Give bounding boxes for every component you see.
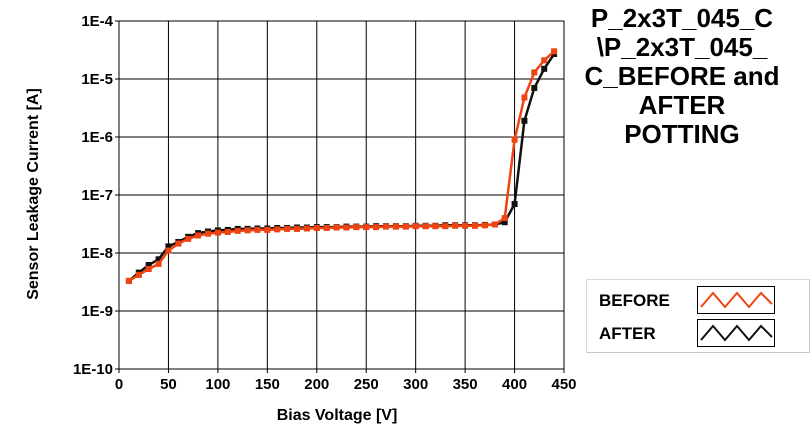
data-point-before	[274, 226, 281, 233]
data-point-after	[521, 117, 528, 124]
data-point-before	[402, 223, 409, 230]
legend-line-after	[700, 324, 773, 342]
data-point-before	[353, 224, 360, 231]
x-tick-label: 100	[205, 376, 230, 393]
data-point-before	[214, 229, 221, 236]
chart-title-line: AFTER	[638, 90, 726, 120]
data-point-before	[264, 226, 271, 233]
data-point-after	[541, 65, 548, 72]
x-tick-label: 200	[304, 376, 329, 393]
data-point-after	[511, 201, 518, 207]
data-point-before	[135, 271, 142, 278]
data-point-before	[145, 266, 152, 272]
legend-item-before[interactable]: BEFORE	[587, 286, 809, 316]
data-point-before	[422, 223, 429, 230]
data-point-after	[165, 243, 172, 250]
chart-title-line: P_2x3T_045_C	[590, 3, 774, 33]
y-tick-label: 1E-8	[81, 245, 113, 262]
data-point-before	[442, 223, 449, 230]
data-point-before	[343, 224, 350, 231]
data-point-before	[481, 222, 488, 229]
data-point-before	[205, 230, 211, 237]
y-tick-label: 1E-6	[81, 129, 113, 146]
data-point-before	[472, 222, 478, 229]
data-point-before	[452, 222, 459, 229]
legend-label-after: AFTER	[599, 324, 656, 343]
x-tick-label: 250	[354, 376, 379, 393]
data-point-before	[531, 69, 538, 76]
data-point-before	[373, 224, 380, 231]
grid-lines	[119, 21, 564, 369]
x-tick-label: 300	[403, 376, 428, 393]
legend-label-before: BEFORE	[599, 291, 670, 310]
data-point-before	[185, 235, 192, 242]
data-point-before	[541, 57, 548, 64]
y-tick-label: 1E-4	[81, 13, 113, 30]
x-tick-label: 150	[255, 376, 280, 393]
x-tick-label: 450	[551, 376, 576, 393]
x-tick-label: 0	[115, 376, 123, 393]
chart-title: P_2x3T_045_C \P_2x3T_045_ C_BEFORE and A…	[556, 4, 808, 149]
data-point-before	[392, 223, 399, 230]
data-point-before	[432, 223, 439, 230]
data-point-before	[234, 227, 241, 234]
data-point-before	[294, 225, 300, 232]
y-axis-ticks: 1E-10 1E-9 1E-8 1E-7 1E-6 1E-5 1E-4	[73, 13, 119, 378]
data-point-before	[511, 136, 518, 143]
data-point-before	[412, 223, 419, 230]
data-point-before	[244, 227, 251, 234]
data-point-after	[501, 219, 508, 226]
legend-swatch-before[interactable]	[697, 286, 775, 314]
y-axis-title: Sensor Leakage Current [A]	[25, 88, 42, 300]
data-point-before	[303, 225, 310, 232]
data-point-before	[491, 221, 498, 228]
data-point-before	[254, 226, 261, 233]
data-point-before	[383, 223, 389, 230]
legend: BEFORE AFTER	[586, 279, 810, 353]
legend-swatch-after[interactable]	[697, 319, 775, 347]
chart-title-line: POTTING	[624, 119, 740, 149]
data-point-before	[175, 240, 182, 247]
data-point-before	[313, 225, 320, 231]
data-point-before	[363, 224, 370, 231]
y-tick-label: 1E-10	[73, 361, 113, 378]
data-point-before	[284, 225, 291, 232]
data-point-before	[323, 225, 330, 231]
x-tick-label: 50	[160, 376, 177, 393]
data-point-after	[155, 256, 162, 263]
chart-title-line: C_BEFORE and	[584, 61, 780, 91]
x-axis-ticks: 0 50 100 150 200 250 300 350 400 450	[115, 369, 577, 393]
data-point-before	[155, 260, 162, 267]
y-tick-label: 1E-5	[81, 71, 113, 88]
y-tick-label: 1E-9	[81, 303, 113, 320]
data-point-before	[224, 229, 231, 235]
series-layer	[125, 48, 558, 284]
data-point-after	[145, 262, 152, 268]
data-point-before	[195, 232, 202, 239]
chart-title-line: \P_2x3T_045_	[596, 32, 768, 62]
data-point-before	[551, 48, 558, 55]
legend-line-before	[700, 291, 773, 309]
data-point-before	[333, 224, 340, 231]
x-axis-title: Bias Voltage [V]	[277, 407, 398, 424]
data-point-before	[165, 247, 172, 254]
data-point-after	[531, 85, 538, 91]
data-point-before	[462, 222, 469, 229]
y-tick-label: 1E-7	[81, 187, 113, 204]
x-tick-label: 350	[453, 376, 478, 393]
data-point-before	[125, 277, 132, 284]
data-point-before	[521, 94, 528, 101]
x-tick-label: 400	[502, 376, 527, 393]
legend-item-after[interactable]: AFTER	[587, 319, 809, 349]
data-point-before	[501, 215, 508, 222]
